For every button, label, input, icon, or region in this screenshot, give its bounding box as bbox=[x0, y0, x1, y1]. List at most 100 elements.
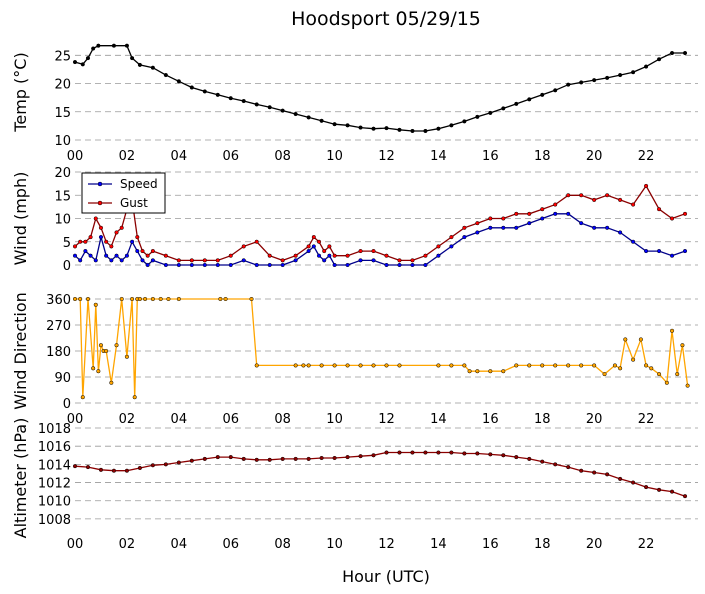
data-point bbox=[109, 258, 114, 263]
data-point bbox=[397, 450, 402, 455]
data-point bbox=[602, 372, 607, 377]
data-point bbox=[644, 363, 649, 368]
data-point bbox=[680, 343, 685, 348]
data-point bbox=[267, 457, 272, 462]
data-point bbox=[124, 354, 129, 359]
data-point bbox=[514, 225, 519, 230]
data-point bbox=[358, 258, 363, 263]
x-tick-label: 14 bbox=[430, 412, 447, 427]
data-point bbox=[72, 253, 78, 258]
data-point bbox=[241, 456, 246, 461]
data-point bbox=[449, 244, 454, 249]
y-axis-label: Altimeter (hPa) bbox=[11, 418, 30, 539]
y-tick-label: 5 bbox=[63, 236, 71, 251]
data-point bbox=[306, 456, 311, 461]
data-point bbox=[384, 126, 389, 131]
data-point bbox=[592, 197, 597, 202]
x-tick-label: 20 bbox=[586, 537, 603, 552]
data-point bbox=[215, 455, 220, 460]
data-point bbox=[423, 262, 428, 268]
data-point bbox=[371, 258, 376, 263]
data-point bbox=[215, 258, 220, 263]
data-point bbox=[241, 258, 246, 263]
data-point bbox=[410, 128, 415, 134]
x-tick-label: 12 bbox=[378, 149, 395, 164]
y-tick-label: 1016 bbox=[38, 440, 71, 455]
data-point bbox=[579, 221, 584, 226]
y-axis-label: Wind Direction bbox=[11, 292, 30, 410]
data-point bbox=[130, 56, 135, 61]
data-point bbox=[301, 363, 306, 368]
data-point bbox=[371, 363, 376, 368]
data-point bbox=[605, 193, 610, 198]
data-point bbox=[132, 395, 137, 400]
data-point bbox=[176, 258, 181, 263]
data-point bbox=[306, 363, 311, 368]
data-point bbox=[332, 455, 337, 461]
data-point bbox=[130, 239, 135, 244]
y-tick-label: 20 bbox=[54, 78, 71, 93]
data-point bbox=[104, 239, 109, 244]
panel-2: 0 90 180 270 360 Wind Direction 00 02 04 06 08 10 12… bbox=[11, 292, 698, 427]
y-tick-label: 15 bbox=[54, 189, 71, 204]
data-point bbox=[669, 216, 675, 221]
data-point bbox=[176, 262, 181, 268]
data-point bbox=[280, 108, 285, 113]
data-point bbox=[685, 383, 690, 388]
data-point bbox=[163, 73, 168, 78]
data-point bbox=[553, 363, 558, 368]
data-point bbox=[150, 65, 155, 70]
data-point bbox=[78, 296, 83, 302]
data-point bbox=[675, 372, 680, 377]
data-point bbox=[631, 357, 636, 362]
data-point bbox=[605, 225, 610, 230]
x-tick-label: 00 bbox=[67, 537, 84, 552]
data-point bbox=[293, 111, 298, 117]
data-point bbox=[91, 366, 96, 371]
data-point bbox=[682, 249, 688, 254]
data-point bbox=[332, 253, 337, 258]
data-point bbox=[163, 462, 168, 467]
x-tick-label: 10 bbox=[326, 537, 343, 552]
data-point bbox=[124, 468, 129, 473]
data-point bbox=[475, 230, 480, 235]
data-point bbox=[104, 253, 109, 258]
data-point bbox=[449, 235, 454, 240]
legend-marker bbox=[97, 200, 103, 206]
data-point bbox=[669, 489, 675, 494]
data-point bbox=[579, 80, 584, 85]
x-tick-label: 04 bbox=[171, 149, 188, 164]
data-point bbox=[657, 207, 662, 212]
data-point bbox=[93, 302, 98, 307]
data-point bbox=[449, 450, 454, 455]
data-point bbox=[579, 363, 584, 368]
data-point bbox=[644, 249, 649, 254]
data-point bbox=[540, 459, 545, 464]
data-point bbox=[436, 244, 441, 249]
data-point bbox=[527, 363, 532, 368]
data-point bbox=[150, 463, 155, 468]
data-point bbox=[319, 118, 324, 123]
data-point bbox=[215, 92, 220, 97]
x-tick-label: 08 bbox=[274, 412, 291, 427]
data-point bbox=[267, 262, 272, 268]
data-point bbox=[623, 337, 628, 342]
data-point bbox=[462, 119, 467, 124]
data-point bbox=[605, 75, 610, 80]
data-point bbox=[104, 348, 109, 354]
data-point bbox=[669, 50, 675, 56]
data-point bbox=[140, 258, 145, 263]
data-point bbox=[249, 296, 254, 302]
data-point bbox=[488, 369, 493, 374]
data-point bbox=[228, 96, 233, 101]
legend: Speed Gust bbox=[81, 172, 166, 214]
data-point bbox=[254, 262, 259, 268]
data-point bbox=[80, 62, 85, 67]
data-point bbox=[371, 453, 376, 458]
data-point bbox=[293, 258, 298, 263]
data-point bbox=[540, 363, 545, 368]
data-point bbox=[540, 216, 545, 221]
data-point bbox=[669, 328, 675, 333]
y-tick-label: 180 bbox=[46, 345, 71, 360]
data-point bbox=[316, 253, 322, 258]
